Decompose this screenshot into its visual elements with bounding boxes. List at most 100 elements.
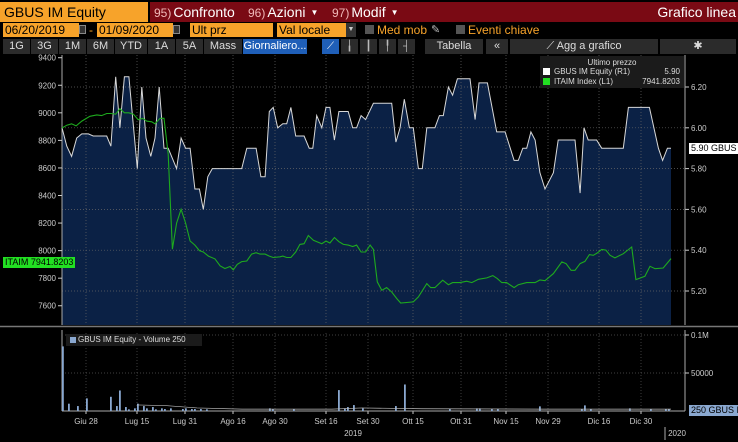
chart-type-title: Grafico linea — [405, 2, 738, 22]
dropdown-arrow-icon[interactable]: ▼ — [346, 23, 356, 37]
year-label: 2019 — [344, 429, 362, 438]
itaim-index-line — [61, 107, 672, 304]
volume-bar — [116, 406, 118, 411]
left-axis-label: 8000 — [38, 247, 56, 256]
volume-bar — [134, 408, 136, 411]
volume-bar — [125, 407, 127, 411]
gbus-price-line — [61, 76, 671, 210]
add-to-chart-button[interactable]: ⟋ Agg a grafico — [510, 39, 658, 54]
calendar-icon[interactable] — [173, 25, 180, 34]
volume-bar — [128, 409, 130, 411]
left-axis-label: 8200 — [38, 219, 56, 228]
volume-bar — [668, 409, 670, 411]
volume-bar — [476, 408, 478, 411]
volume-bar — [182, 409, 184, 411]
volume-bar — [497, 409, 499, 411]
volume-bar — [119, 390, 121, 411]
line-chart-icon[interactable]: ⟋ — [322, 39, 339, 54]
x-axis-label: Set 30 — [356, 417, 380, 426]
volume-bar — [479, 408, 481, 411]
add-to-chart-label: Agg a grafico — [556, 40, 622, 52]
key-events-checkbox[interactable] — [456, 25, 465, 34]
x-axis-label: Ott 31 — [450, 417, 472, 426]
volume-last-value-tag: 250 GBUS IM — [689, 405, 738, 416]
add-chart-icon: ⟋ — [546, 40, 557, 52]
legend-item-gbus: GBUS IM Equity (R1) 5.90 — [540, 67, 684, 77]
candlestick-icon[interactable]: ┃ — [360, 39, 377, 54]
volume-bar — [404, 384, 406, 411]
left-axis-label: 7800 — [38, 274, 56, 283]
year-label: 2020 — [668, 429, 686, 438]
ohlc-icon[interactable]: ╿ — [379, 39, 396, 54]
period-1m-button[interactable]: 1M — [59, 39, 86, 54]
volume-moving-average-line — [136, 404, 671, 410]
currency-select[interactable]: Val locale — [277, 23, 347, 37]
x-axis-label: Lug 31 — [173, 417, 198, 426]
volume-bar — [143, 406, 145, 411]
volume-bar — [344, 408, 346, 411]
volume-bar — [194, 409, 196, 411]
volume-axis-label: 0.1M — [691, 331, 709, 340]
right-axis-label: 5.20 — [691, 287, 707, 296]
volume-bar — [539, 406, 541, 411]
calendar-icon[interactable] — [79, 25, 86, 34]
legend-label: ITAIM Index (L1) — [554, 77, 613, 86]
left-axis-label: 8400 — [38, 192, 56, 201]
ticker-field[interactable]: GBUS IM Equity — [0, 2, 148, 22]
volume-bar — [77, 406, 79, 411]
volume-bar — [491, 409, 493, 411]
start-date-field[interactable]: 06/20/2019 — [3, 23, 79, 37]
end-date-field[interactable]: 01/09/2020 — [97, 23, 173, 37]
frequency-select[interactable]: Giornaliero... — [243, 39, 307, 54]
modify-button[interactable]: 97) Modif ▼ — [328, 2, 407, 22]
chart-legend: Ultimo prezzo GBUS IM Equity (R1) 5.90 IT… — [540, 56, 684, 88]
volume-bar — [665, 409, 667, 411]
period-3g-button[interactable]: 3G — [31, 39, 58, 54]
period-max-button[interactable]: Mass — [204, 39, 242, 54]
date-separator: - — [89, 23, 93, 37]
right-axis-label: 6.00 — [691, 124, 707, 133]
volume-bar — [62, 346, 64, 411]
left-axis-label: 9200 — [38, 81, 56, 90]
volume-bar — [584, 405, 586, 411]
period-5a-button[interactable]: 5A — [176, 39, 203, 54]
moving-average-checkbox[interactable] — [365, 25, 374, 34]
button-number: 97) — [332, 6, 350, 20]
period-ytd-button[interactable]: YTD — [115, 39, 147, 54]
collapse-button[interactable]: « — [486, 39, 508, 54]
left-axis-label: 7600 — [38, 302, 56, 311]
volume-bar — [152, 407, 154, 411]
left-axis-label: 9000 — [38, 109, 56, 118]
period-6m-button[interactable]: 6M — [87, 39, 114, 54]
volume-bar — [68, 403, 70, 411]
hlc-icon[interactable]: ┤ — [398, 39, 415, 54]
controls-bar: 06/20/2019 - 01/09/2020 Ult prz Val loca… — [0, 22, 738, 38]
caret-down-icon: ▼ — [310, 8, 319, 18]
bar-chart-icon[interactable]: ╽ — [341, 39, 358, 54]
button-label: Azioni — [267, 4, 306, 20]
volume-bar — [629, 408, 631, 411]
actions-button[interactable]: 96) Azioni ▼ — [244, 2, 329, 22]
volume-bar — [110, 396, 112, 411]
period-1a-button[interactable]: 1A — [148, 39, 175, 54]
caret-down-icon: ▼ — [390, 8, 399, 18]
gbus-last-value-tag: 5.90 GBUS IM — [689, 143, 738, 154]
x-axis-label: Lug 15 — [125, 417, 150, 426]
legend-swatch — [543, 78, 550, 85]
volume-bar — [590, 409, 592, 411]
price-field-select[interactable]: Ult prz — [190, 23, 273, 37]
pencil-icon[interactable]: ✎ — [431, 24, 441, 36]
period-1g-button[interactable]: 1G — [3, 39, 30, 54]
compare-button[interactable]: 95) Confronto — [150, 2, 245, 22]
volume-bar — [170, 408, 172, 411]
table-button[interactable]: Tabella — [425, 39, 483, 54]
key-events-label: Eventi chiave — [468, 23, 540, 37]
volume-bar — [272, 409, 274, 411]
volume-bar — [449, 409, 451, 411]
settings-button[interactable]: ✱ — [660, 39, 736, 54]
x-axis-label: Dic 30 — [630, 417, 653, 426]
volume-legend-label: GBUS IM Equity - Volume 250 — [78, 335, 186, 344]
volume-bar — [293, 409, 295, 411]
gbus-area-fill — [62, 76, 671, 325]
